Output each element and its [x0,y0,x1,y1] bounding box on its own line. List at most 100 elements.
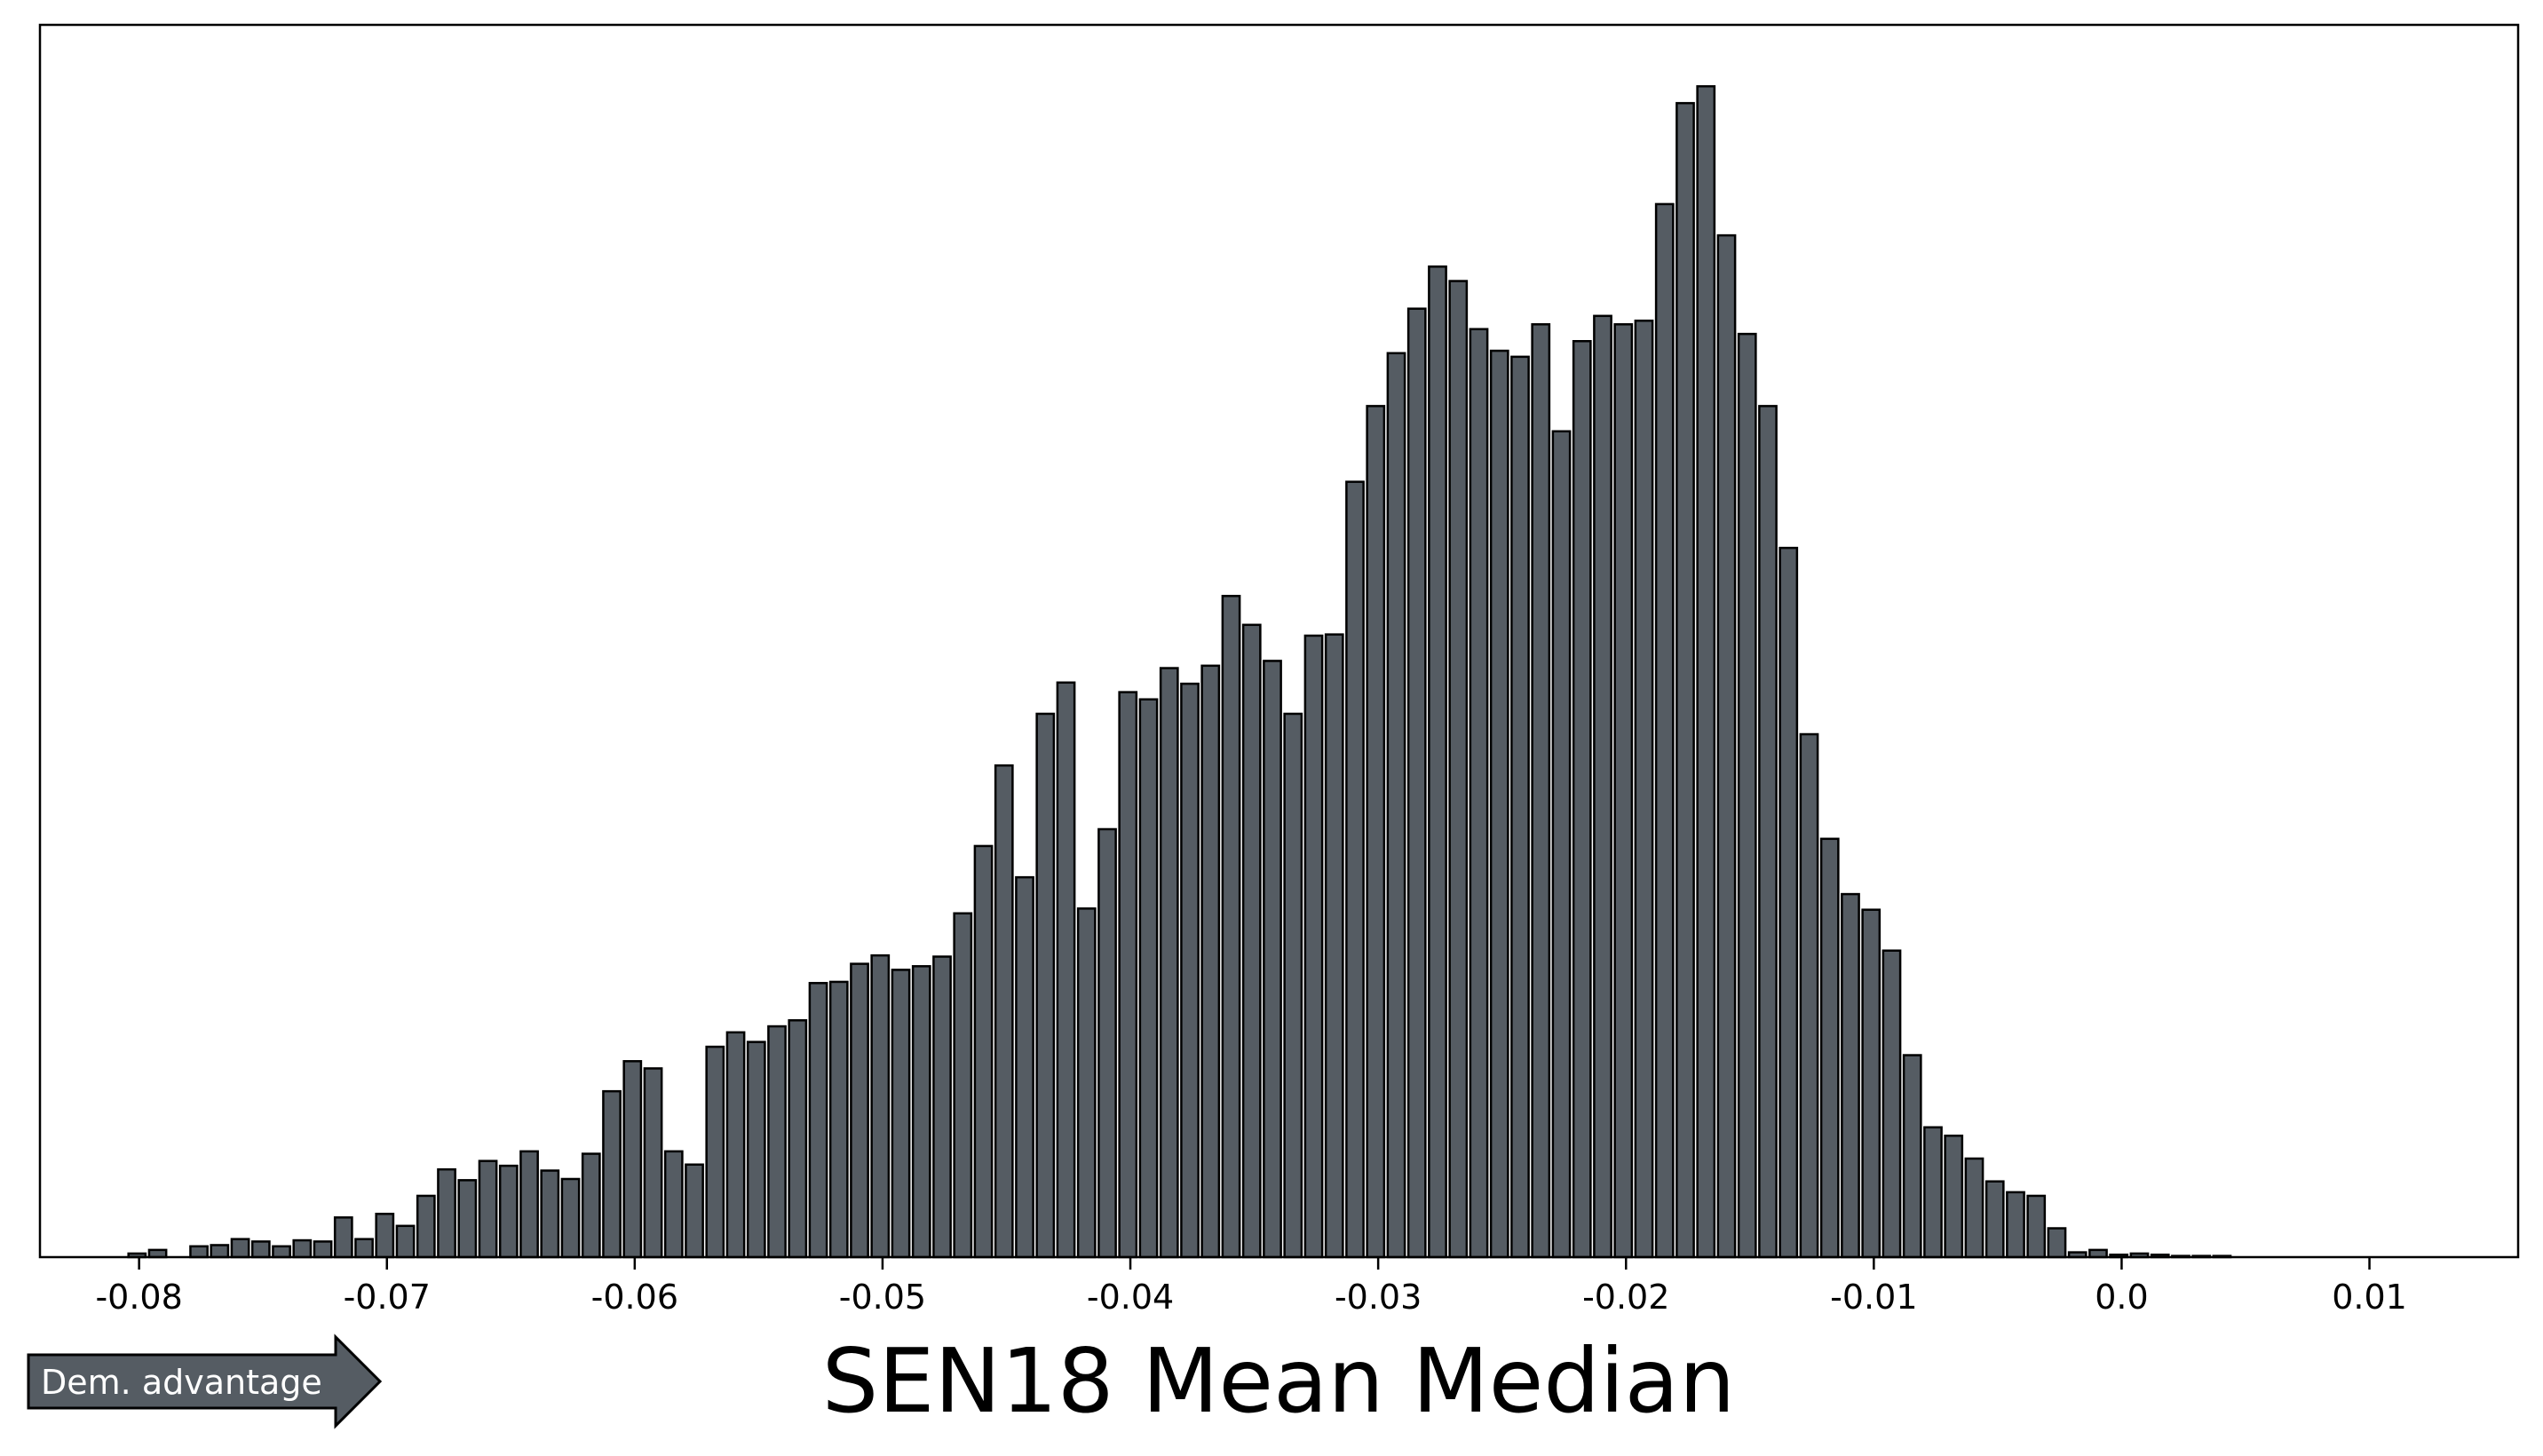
histogram-bar [1076,907,1097,1259]
histogram-bar [1902,1054,1922,1259]
histogram-bar [1634,319,1654,1259]
histogram-bar [560,1177,581,1259]
histogram-bar [1654,202,1675,1259]
histogram-bar [602,1089,622,1259]
histogram-bar [725,1031,746,1259]
histogram-bar [994,764,1014,1259]
x-tick-label: -0.03 [1335,1278,1422,1317]
histogram-bar [1035,712,1056,1259]
histogram-bar [808,982,828,1259]
x-tick-label: -0.04 [1087,1278,1174,1317]
histogram-bar [1324,633,1344,1259]
histogram-bar [973,844,994,1259]
histogram-bar [767,1025,787,1259]
histogram-bar [292,1238,313,1259]
histogram-bar [478,1159,498,1259]
histogram-bar [1345,480,1365,1259]
histogram-bar [663,1150,684,1259]
histogram-bar [1241,623,1262,1259]
histogram-bar [1613,323,1634,1259]
histogram-bar [581,1152,601,1259]
histogram-bar [1366,405,1386,1259]
histogram-bar [1779,546,1799,1259]
histogram-bar [1572,340,1592,1259]
histogram-bar [2006,1191,2025,1259]
histogram-bar [189,1245,209,1259]
histogram-bar [2047,1227,2067,1259]
histogram-bar [1841,892,1860,1259]
histogram-bar [437,1167,456,1259]
histogram-bar [1406,307,1427,1259]
histogram-bar [1551,430,1572,1259]
histogram-bar [1944,1135,1964,1259]
x-tick-label: -0.01 [1830,1278,1917,1317]
histogram-bar [1984,1180,2005,1259]
histogram-bar [891,969,911,1259]
histogram-bar [953,912,973,1259]
histogram-bar [210,1244,230,1259]
histogram-bar [1758,405,1778,1259]
histogram-bar [1180,682,1200,1259]
histogram-bar [1448,280,1469,1259]
histogram-bar [333,1216,353,1259]
histogram-bar [1056,681,1076,1259]
histogram-bar [1799,732,1819,1259]
histogram-bar [1138,698,1159,1259]
histogram-bar [1676,101,1695,1259]
histogram-bar [1489,349,1509,1259]
histogram-bar [313,1240,333,1259]
dem-advantage-label: Dem. advantage [41,1363,322,1402]
histogram-bar [375,1213,395,1259]
histogram-bar [1221,595,1241,1259]
histogram-bar [1469,328,1489,1259]
histogram-bar [1716,233,1737,1259]
dem-advantage-arrow: Dem. advantage [27,1333,383,1429]
x-tick-label: -0.05 [839,1278,926,1317]
histogram-bar [1593,314,1612,1259]
histogram-bar [1015,875,1034,1259]
histogram-bar [911,965,931,1259]
x-tick-label: -0.02 [1582,1278,1669,1317]
bars-layer [127,84,2232,1259]
histogram-bar [250,1240,271,1259]
histogram-bar [1283,712,1303,1259]
histogram-bar [1696,84,1716,1259]
histogram-bar [1510,355,1530,1259]
histogram-bar [705,1045,725,1259]
histogram-bar [272,1245,291,1259]
histogram-bar [1200,664,1221,1259]
x-tick-label: -0.07 [344,1278,431,1317]
histogram-bar [850,962,869,1259]
histogram-bar [2026,1194,2047,1259]
x-axis: -0.08 -0.07 -0.06 -0.05 -0.04 -0.03 -0.02 -0.01… [95,1257,2407,1317]
histogram-bar [1861,908,1882,1259]
histogram-bar [788,1019,808,1259]
histogram-bar [1428,265,1447,1259]
x-tick-label: 0.01 [2332,1278,2407,1317]
histogram-bar [457,1179,478,1259]
histogram-bar [540,1169,560,1259]
histogram-bar [746,1041,766,1259]
histogram-bar [395,1224,416,1259]
histogram-bar [870,954,891,1259]
histogram-bar [1303,634,1324,1259]
histogram-bar [685,1163,704,1259]
arrow-right-icon [27,1333,383,1429]
histogram-bar [828,980,849,1259]
histogram-bar [1964,1157,1984,1259]
histogram-bar [498,1164,519,1259]
histogram-bar [1263,660,1282,1259]
histogram-bar [1819,837,1840,1259]
histogram-bar [1882,949,1902,1259]
histogram-bar [416,1194,436,1259]
histogram-bar [1118,691,1138,1259]
plot-frame [38,23,2520,1259]
histogram-bar [1097,827,1117,1259]
histogram-bar [1737,332,1757,1259]
histogram-bar [1923,1126,1943,1259]
x-tick-label: -0.08 [95,1278,182,1317]
histogram-bar [1159,667,1179,1259]
histogram-bar [1531,323,1551,1259]
